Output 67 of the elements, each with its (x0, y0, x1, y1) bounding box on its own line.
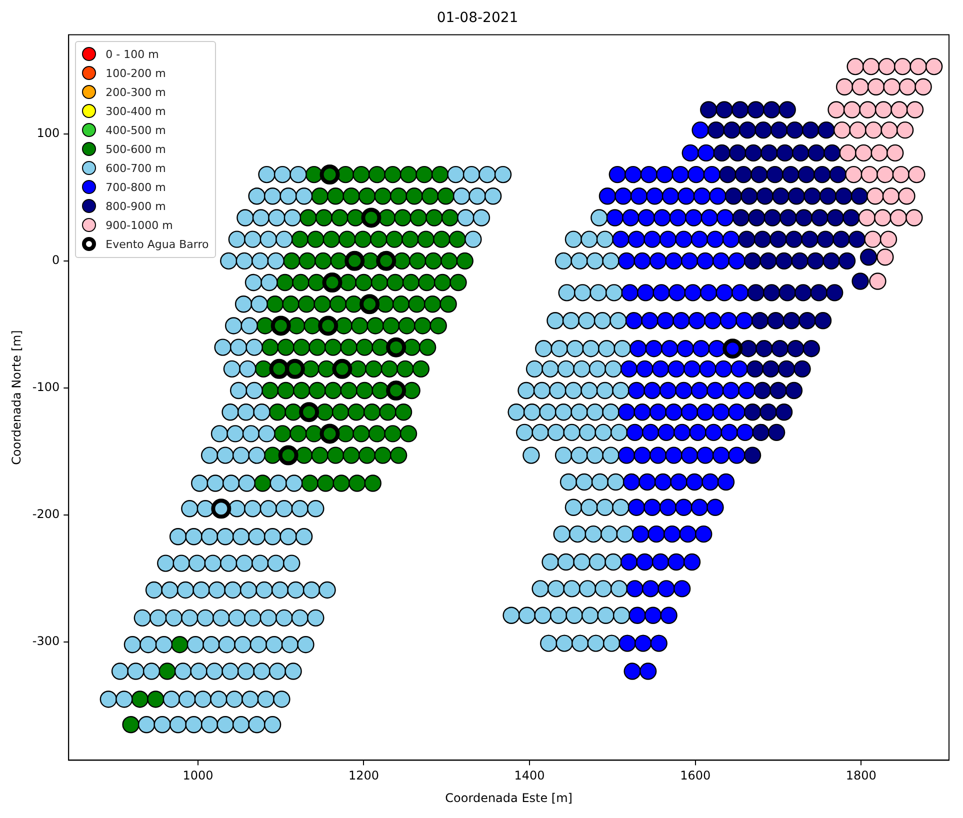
point (870, 144, 888, 162)
legend-label: 900-1000 m (106, 218, 173, 232)
point (898, 188, 916, 205)
legend-label: 0 - 100 m (106, 48, 159, 61)
legend-label: 100-200 m (106, 66, 166, 80)
point (849, 121, 866, 139)
point (876, 166, 894, 184)
point (869, 272, 886, 290)
legend-label: 600-700 m (106, 162, 166, 175)
point (874, 209, 892, 226)
legend-label: 200-300 m (106, 86, 166, 99)
point (880, 230, 898, 248)
point (858, 209, 876, 226)
point (914, 78, 932, 96)
point (876, 248, 894, 266)
point (886, 144, 904, 162)
point (833, 121, 851, 139)
chart-title: 01-08-2021 (436, 10, 518, 26)
point (839, 144, 856, 162)
y-tick-label: -300 (32, 634, 60, 648)
point (878, 58, 896, 76)
x-tick-label: 1000 (182, 768, 214, 783)
point (908, 166, 926, 184)
x-tick-label: 1400 (514, 768, 545, 783)
point (845, 166, 862, 184)
point (866, 188, 884, 205)
legend-label: 700-800 m (106, 180, 166, 194)
point (882, 188, 900, 205)
point (892, 166, 910, 184)
point (925, 58, 943, 76)
legend-label: 500-600 m (106, 142, 166, 156)
point (867, 78, 885, 96)
y-axis-title: Coordenada Norte [m] (9, 330, 24, 465)
y-tick-label: 100 (36, 126, 60, 140)
point (864, 230, 882, 248)
point (898, 78, 916, 96)
point (864, 121, 882, 139)
legend-label: 300-400 m (106, 104, 166, 118)
point (883, 78, 900, 96)
point (906, 101, 924, 118)
point (874, 101, 892, 118)
y-tick-label: -100 (32, 380, 60, 394)
y-tick-label: 0 (52, 253, 60, 268)
x-axis-title: Coordenada Este [m] (445, 790, 572, 805)
point (859, 101, 876, 118)
x-tick-label: 1800 (846, 768, 876, 783)
point (896, 121, 914, 139)
point (855, 144, 872, 162)
y-tick-label: -200 (32, 507, 60, 522)
point (906, 209, 923, 226)
point (862, 58, 880, 76)
point (846, 58, 864, 76)
point (880, 121, 898, 139)
point (890, 101, 908, 118)
legend-label: 400-500 m (106, 124, 166, 137)
point (860, 166, 878, 184)
point (836, 78, 854, 96)
x-tick-label: 1600 (680, 768, 711, 783)
point (890, 209, 908, 226)
point (828, 101, 845, 118)
point (910, 58, 927, 76)
legend-label: Evento Agua Barro (106, 238, 209, 251)
legend-label: 800-900 m (106, 200, 166, 213)
x-tick-label: 1200 (348, 768, 380, 783)
point (843, 101, 861, 118)
point (852, 78, 869, 96)
point (894, 58, 912, 76)
